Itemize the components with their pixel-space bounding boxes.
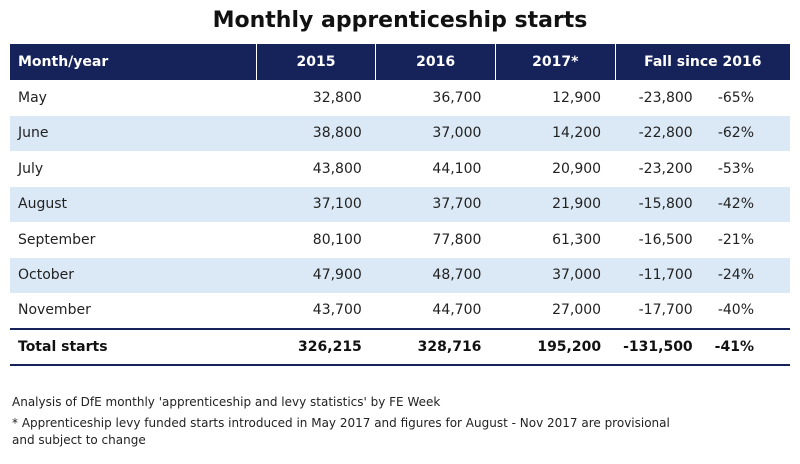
- table-row: November 43,700 44,700 27,000 -17,700 -4…: [10, 293, 790, 329]
- cell-month: May: [18, 89, 47, 106]
- cell-month: October: [18, 267, 75, 284]
- cell-month: August: [18, 196, 67, 213]
- cell-fall-pct: -62%: [717, 125, 754, 142]
- cell-2015: 43,700: [312, 302, 362, 319]
- cell-2015: 32,800: [312, 89, 362, 106]
- source-note: Analysis of DfE monthly 'apprenticeship …: [12, 395, 441, 409]
- footnotes: Analysis of DfE monthly 'apprenticeship …: [12, 394, 792, 453]
- cell-2016: 44,100: [432, 160, 482, 177]
- table-row: October 47,900 48,700 37,000 -11,700 -24…: [10, 257, 790, 293]
- cell-fall: -17,700: [638, 302, 693, 319]
- cell-2017: 21,900: [552, 196, 602, 213]
- levy-footnote: * Apprenticeship levy funded starts intr…: [12, 416, 670, 447]
- cell-2015: 43,800: [312, 160, 362, 177]
- cell-fall: -22,800: [638, 125, 693, 142]
- cell-fall-pct: -53%: [717, 160, 754, 177]
- table-title: Monthly apprenticeship starts: [212, 8, 588, 33]
- table-row: August 37,100 37,700 21,900 -15,800 -42%: [10, 186, 790, 222]
- header-fall: Fall since 2016: [644, 54, 762, 70]
- cell-2017: 61,300: [552, 231, 602, 248]
- cell-2015: 47,900: [312, 267, 362, 284]
- total-2015: 326,215: [298, 338, 362, 355]
- cell-2016: 44,700: [432, 302, 482, 319]
- cell-2016: 77,800: [432, 231, 482, 248]
- total-2017: 195,200: [537, 338, 602, 355]
- cell-2016: 37,000: [432, 125, 482, 142]
- cell-2017: 12,900: [552, 89, 602, 106]
- header-2016: 2016: [375, 44, 496, 80]
- cell-fall-pct: -40%: [717, 302, 754, 319]
- cell-2017: 37,000: [552, 267, 602, 284]
- cell-fall: -11,700: [638, 267, 693, 284]
- cell-fall-pct: -24%: [717, 267, 754, 284]
- cell-2016: 36,700: [432, 89, 482, 106]
- cell-fall: -23,800: [638, 89, 693, 106]
- total-fall-pct: -41%: [714, 338, 754, 355]
- table-row: May 32,800 36,700 12,900 -23,800 -65%: [10, 80, 790, 116]
- header-2017: 2017*: [495, 44, 616, 80]
- cell-fall-pct: -65%: [717, 89, 754, 106]
- cell-fall-pct: -42%: [717, 196, 754, 213]
- table-row: July 43,800 44,100 20,900 -23,200 -53%: [10, 151, 790, 187]
- cell-fall: -15,800: [638, 196, 693, 213]
- cell-fall: -23,200: [638, 160, 693, 177]
- cell-month: July: [18, 160, 44, 177]
- cell-2016: 37,700: [432, 196, 482, 213]
- total-row: Total starts 326,215 328,716 195,200 -13…: [10, 328, 790, 365]
- header-row: Month/year 2015 2016 2017* Fall since 20…: [10, 44, 790, 80]
- total-fall: -131,500: [623, 338, 693, 355]
- cell-2017: 27,000: [552, 302, 602, 319]
- cell-2015: 37,100: [312, 196, 362, 213]
- cell-month: June: [18, 125, 49, 142]
- cell-fall-pct: -21%: [717, 231, 754, 248]
- cell-2017: 20,900: [552, 160, 602, 177]
- table-row: June 38,800 37,000 14,200 -22,800 -62%: [10, 115, 790, 151]
- cell-month: November: [18, 302, 91, 319]
- cell-2015: 80,100: [312, 231, 362, 248]
- header-2015: 2015: [256, 44, 377, 80]
- header-month: Month/year: [10, 44, 257, 80]
- total-label: Total starts: [18, 338, 108, 355]
- cell-2015: 38,800: [312, 125, 362, 142]
- cell-fall: -16,500: [638, 231, 693, 248]
- cell-month: September: [18, 231, 96, 248]
- apprenticeship-table: Month/year 2015 2016 2017* Fall since 20…: [10, 44, 790, 366]
- total-2016: 328,716: [417, 338, 482, 355]
- cell-2017: 14,200: [552, 125, 602, 142]
- table-row: September 80,100 77,800 61,300 -16,500 -…: [10, 222, 790, 258]
- cell-2016: 48,700: [432, 267, 482, 284]
